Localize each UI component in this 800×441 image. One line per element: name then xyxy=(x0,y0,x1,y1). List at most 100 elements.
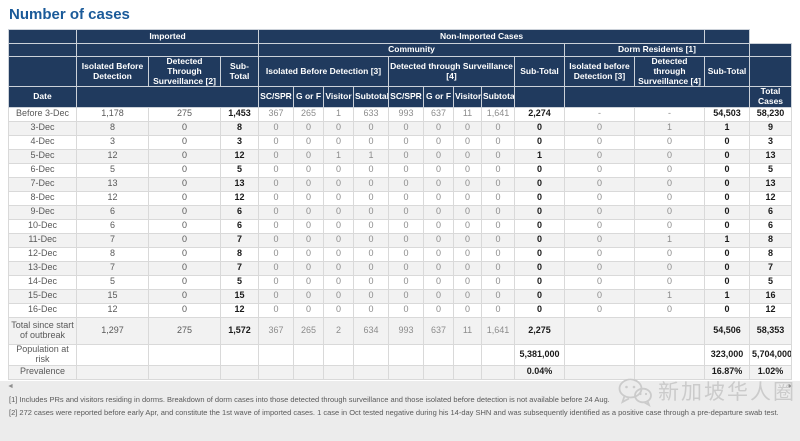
value-cell xyxy=(564,316,635,345)
row-label-cell: 5-Dec xyxy=(8,148,77,164)
value-cell: 0 xyxy=(423,232,454,248)
value-cell: 0 xyxy=(353,190,389,206)
value-cell: 0 xyxy=(423,218,454,234)
row-label-cell: 9-Dec xyxy=(8,204,77,220)
value-cell: 0 xyxy=(323,302,354,318)
row-label-cell: 15-Dec xyxy=(8,288,77,304)
header-row-4: Date SC/SPR G or F Visitor Subtotal SC/S… xyxy=(8,86,793,108)
header-spacer-cell xyxy=(749,43,793,57)
value-cell: 0 xyxy=(481,120,515,136)
footnote-1: [1] Includes PRs and visitors residing i… xyxy=(9,394,610,404)
value-cell: 0 xyxy=(388,274,424,290)
value-cell: 0 xyxy=(388,134,424,150)
value-cell: 0 xyxy=(323,134,354,150)
value-cell: 323,000 xyxy=(704,343,751,366)
value-cell: 3 xyxy=(76,134,149,150)
header-row-1: Imported Non-Imported Cases xyxy=(8,29,792,44)
value-cell: 16 xyxy=(749,288,793,304)
value-cell: 0 xyxy=(453,204,482,220)
value-cell xyxy=(148,343,221,366)
value-cell: 0 xyxy=(353,260,389,276)
value-cell: 1 xyxy=(633,288,706,304)
value-cell: 12 xyxy=(749,302,793,318)
value-cell: 0 xyxy=(148,274,221,290)
value-cell: 0 xyxy=(323,260,354,276)
value-cell: 0 xyxy=(388,190,424,206)
value-cell xyxy=(293,364,324,380)
value-cell: 11 xyxy=(453,106,482,122)
value-cell: 1 xyxy=(514,148,565,164)
value-cell: 0 xyxy=(453,190,482,206)
value-cell: 0 xyxy=(564,260,635,276)
header-spacer-cell xyxy=(8,55,77,88)
value-cell: 0 xyxy=(514,176,565,192)
value-cell: 367 xyxy=(258,106,294,122)
table-row: 10-Dec 6 0 6 0 0 0 0 0 0 0 0 0 0 0 0 6 xyxy=(8,218,793,234)
value-cell: 54,503 xyxy=(704,106,751,122)
value-cell: 0 xyxy=(423,246,454,262)
header-col-scspr: SC/SPR xyxy=(388,86,424,108)
value-cell: 0 xyxy=(258,302,294,318)
value-cell: 0 xyxy=(564,274,635,290)
scroll-right-arrow-icon[interactable]: ► xyxy=(787,382,794,390)
value-cell: 0 xyxy=(353,302,389,318)
value-cell: 1,641 xyxy=(481,106,515,122)
value-cell: 275 xyxy=(148,316,221,345)
value-cell xyxy=(564,364,635,380)
header-col-visitor: Visitor xyxy=(323,86,354,108)
header-dorm-residents: Dorm Residents [1] xyxy=(563,43,751,57)
page-title: Number of cases xyxy=(9,6,130,23)
value-cell: 0 xyxy=(633,302,706,318)
value-cell: 0 xyxy=(704,176,751,192)
value-cell: 7 xyxy=(220,232,259,248)
table-row: 6-Dec 5 0 5 0 0 0 0 0 0 0 0 0 0 0 0 5 xyxy=(8,162,793,178)
value-cell: 0 xyxy=(514,302,565,318)
value-cell: 0 xyxy=(453,260,482,276)
value-cell xyxy=(220,364,259,380)
value-cell: 8 xyxy=(749,232,793,248)
value-cell: 0 xyxy=(704,204,751,220)
table-row: 5-Dec 12 0 12 0 0 1 1 0 0 0 0 1 0 0 0 13 xyxy=(8,148,793,164)
header-spacer-cell xyxy=(514,86,565,108)
value-cell: 0 xyxy=(453,246,482,262)
value-cell: 0 xyxy=(564,288,635,304)
row-label-cell: 14-Dec xyxy=(8,274,77,290)
value-cell: 1 xyxy=(633,232,706,248)
value-cell: 0 xyxy=(258,232,294,248)
value-cell: 0 xyxy=(388,176,424,192)
value-cell: 0 xyxy=(481,134,515,150)
value-cell: 12 xyxy=(220,190,259,206)
value-cell: 0 xyxy=(704,190,751,206)
value-cell: 7 xyxy=(220,260,259,276)
value-cell: 0 xyxy=(564,134,635,150)
value-cell: 0 xyxy=(514,260,565,276)
value-cell: 993 xyxy=(388,106,424,122)
value-cell: 0 xyxy=(148,218,221,234)
scroll-left-arrow-icon[interactable]: ◄ xyxy=(7,382,14,390)
horizontal-scrollbar[interactable]: ◄ ► xyxy=(4,381,796,392)
value-cell: 12 xyxy=(220,148,259,164)
value-cell: 58,230 xyxy=(749,106,793,122)
value-cell: 0 xyxy=(323,176,354,192)
value-cell: 58,353 xyxy=(749,316,793,345)
value-cell: 8 xyxy=(76,246,149,262)
value-cell: 0 xyxy=(148,148,221,164)
value-cell: 0 xyxy=(423,288,454,304)
value-cell: 0 xyxy=(148,246,221,262)
value-cell: 0 xyxy=(148,176,221,192)
header-date: Date xyxy=(8,86,77,108)
value-cell: 6 xyxy=(220,218,259,234)
value-cell: 5 xyxy=(220,274,259,290)
value-cell: 0 xyxy=(704,218,751,234)
value-cell: 0 xyxy=(564,190,635,206)
header-community-detected: Detected through Surveillance [4] xyxy=(388,55,515,88)
header-spacer-cell xyxy=(749,55,793,88)
value-cell xyxy=(388,364,424,380)
table-row: 4-Dec 3 0 3 0 0 0 0 0 0 0 0 0 0 0 0 3 xyxy=(8,134,793,150)
value-cell: 6 xyxy=(76,204,149,220)
row-label-cell: Population at risk xyxy=(8,343,77,366)
header-col-gorf: G or F xyxy=(293,86,324,108)
value-cell: 0 xyxy=(453,274,482,290)
value-cell: 0 xyxy=(453,288,482,304)
value-cell: 0 xyxy=(293,120,324,136)
